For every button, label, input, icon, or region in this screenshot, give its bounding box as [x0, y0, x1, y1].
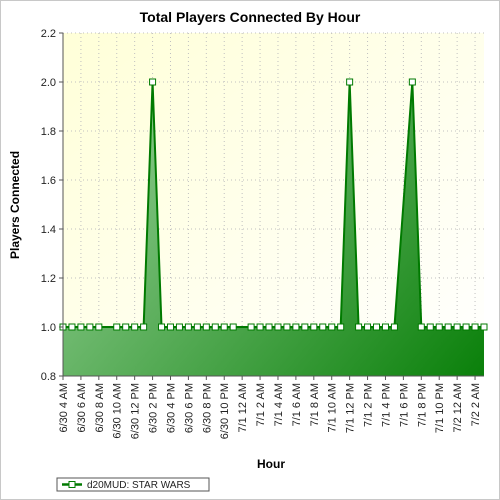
data-point	[229, 323, 237, 331]
data-point	[77, 323, 85, 331]
data-point	[274, 323, 282, 331]
data-point	[435, 323, 443, 331]
data-point	[283, 323, 291, 331]
data-point	[373, 323, 381, 331]
data-point	[408, 78, 416, 86]
data-point	[364, 323, 372, 331]
area-layer	[63, 82, 484, 376]
data-point	[301, 323, 309, 331]
x-axis: 6/30 4 AM 6/30 6 AM 6/30 8 AM 6/30 10 AM 6/3…	[58, 376, 482, 439]
data-point	[211, 323, 219, 331]
data-point	[113, 323, 121, 331]
legend-swatch-marker	[68, 481, 76, 488]
data-point	[292, 323, 300, 331]
legend-label: d20MUD: STAR WARS	[87, 480, 191, 491]
data-point	[68, 323, 76, 331]
x-tick-label: 7/2 2 AM	[470, 383, 482, 426]
x-tick-label: 7/1 10 AM	[327, 383, 339, 433]
y-axis: 0.8 1.0 1.2 1.4 1.6 1.8 2.0 2.2	[41, 28, 63, 383]
x-tick-label: 6/30 6 AM	[76, 383, 88, 433]
data-point	[390, 323, 398, 331]
y-tick-label: 2.2	[41, 28, 56, 40]
data-point	[193, 323, 201, 331]
y-tick-label: 0.8	[41, 371, 56, 383]
data-point	[337, 323, 345, 331]
x-tick-label: 7/1 4 AM	[273, 383, 285, 426]
data-point	[95, 323, 103, 331]
y-tick-label: 1.6	[41, 175, 56, 187]
marker-layer	[59, 78, 488, 331]
x-tick-label: 7/1 6 AM	[291, 383, 303, 426]
y-tick-label: 1.2	[41, 273, 56, 285]
data-point	[471, 323, 479, 331]
y-tick-label: 1.4	[41, 224, 56, 236]
y-tick-label: 1.8	[41, 126, 56, 138]
x-tick-label: 6/30 12 PM	[130, 383, 142, 439]
y-tick-label: 1.0	[41, 322, 56, 334]
data-point	[480, 323, 488, 331]
x-tick-label: 7/1 12 PM	[345, 383, 357, 433]
data-point	[158, 323, 166, 331]
y-axis-title: Players Connected	[8, 151, 22, 259]
data-point	[247, 323, 255, 331]
data-point	[256, 323, 264, 331]
x-tick-label: 7/1 8 PM	[416, 383, 428, 427]
x-tick-label: 6/30 4 AM	[58, 383, 70, 433]
data-point	[265, 323, 273, 331]
data-point	[220, 323, 228, 331]
legend: d20MUD: STAR WARS	[56, 477, 210, 492]
data-point	[131, 323, 139, 331]
x-tick-label: 6/30 8 AM	[94, 383, 106, 433]
x-tick-label: 7/1 8 AM	[309, 383, 321, 426]
chart-title: Total Players Connected By Hour	[140, 9, 361, 25]
data-point	[444, 323, 452, 331]
data-point	[346, 78, 354, 86]
data-point	[175, 323, 183, 331]
data-point	[355, 323, 363, 331]
data-point	[328, 323, 336, 331]
x-tick-label: 6/30 8 PM	[201, 383, 213, 433]
series-area	[63, 82, 484, 376]
data-point	[426, 323, 434, 331]
x-axis-title: Hour	[257, 457, 285, 471]
data-point	[166, 323, 174, 331]
data-point	[310, 323, 318, 331]
x-tick-label: 7/1 10 PM	[434, 383, 446, 433]
x-tick-label: 6/30 2 PM	[148, 383, 160, 433]
x-tick-label: 6/30 6 PM	[183, 383, 195, 433]
data-point	[319, 323, 327, 331]
x-tick-label: 7/2 12 AM	[452, 383, 464, 433]
data-point	[417, 323, 425, 331]
x-tick-label: 6/30 4 PM	[165, 383, 177, 433]
data-point	[202, 323, 210, 331]
x-tick-label: 7/1 12 AM	[237, 383, 249, 433]
data-point	[381, 323, 389, 331]
data-point	[453, 323, 461, 331]
data-point	[86, 323, 94, 331]
x-tick-label: 7/1 4 PM	[380, 383, 392, 427]
y-tick-label: 2.0	[41, 77, 56, 89]
x-tick-label: 7/1 2 PM	[363, 383, 375, 427]
data-point	[462, 323, 470, 331]
x-tick-label: 6/30 10 PM	[219, 383, 231, 439]
legend-box	[56, 477, 210, 492]
data-point	[184, 323, 192, 331]
x-tick-label: 7/1 6 PM	[398, 383, 410, 427]
data-point	[140, 323, 148, 331]
x-tick-label: 6/30 10 AM	[112, 383, 124, 439]
x-tick-label: 7/1 2 AM	[255, 383, 267, 426]
data-point	[122, 323, 130, 331]
data-point	[149, 78, 157, 86]
